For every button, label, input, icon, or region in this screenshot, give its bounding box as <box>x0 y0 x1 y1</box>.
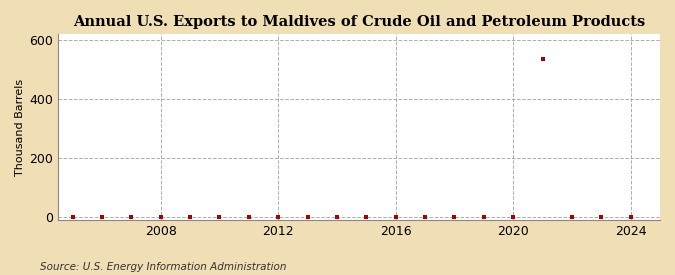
Point <box>479 215 489 219</box>
Point <box>361 215 372 219</box>
Point <box>566 215 577 219</box>
Point <box>537 57 548 62</box>
Point <box>302 215 313 219</box>
Point <box>214 215 225 219</box>
Point <box>449 215 460 219</box>
Point <box>420 215 431 219</box>
Point <box>390 215 401 219</box>
Point <box>625 215 636 219</box>
Point <box>68 215 78 219</box>
Y-axis label: Thousand Barrels: Thousand Barrels <box>15 79 25 176</box>
Point <box>155 215 166 219</box>
Title: Annual U.S. Exports to Maldives of Crude Oil and Petroleum Products: Annual U.S. Exports to Maldives of Crude… <box>73 15 645 29</box>
Point <box>273 215 284 219</box>
Text: Source: U.S. Energy Information Administration: Source: U.S. Energy Information Administ… <box>40 262 287 272</box>
Point <box>244 215 254 219</box>
Point <box>97 215 107 219</box>
Point <box>596 215 607 219</box>
Point <box>38 215 49 219</box>
Point <box>126 215 137 219</box>
Point <box>185 215 196 219</box>
Point <box>331 215 342 219</box>
Point <box>508 215 518 219</box>
